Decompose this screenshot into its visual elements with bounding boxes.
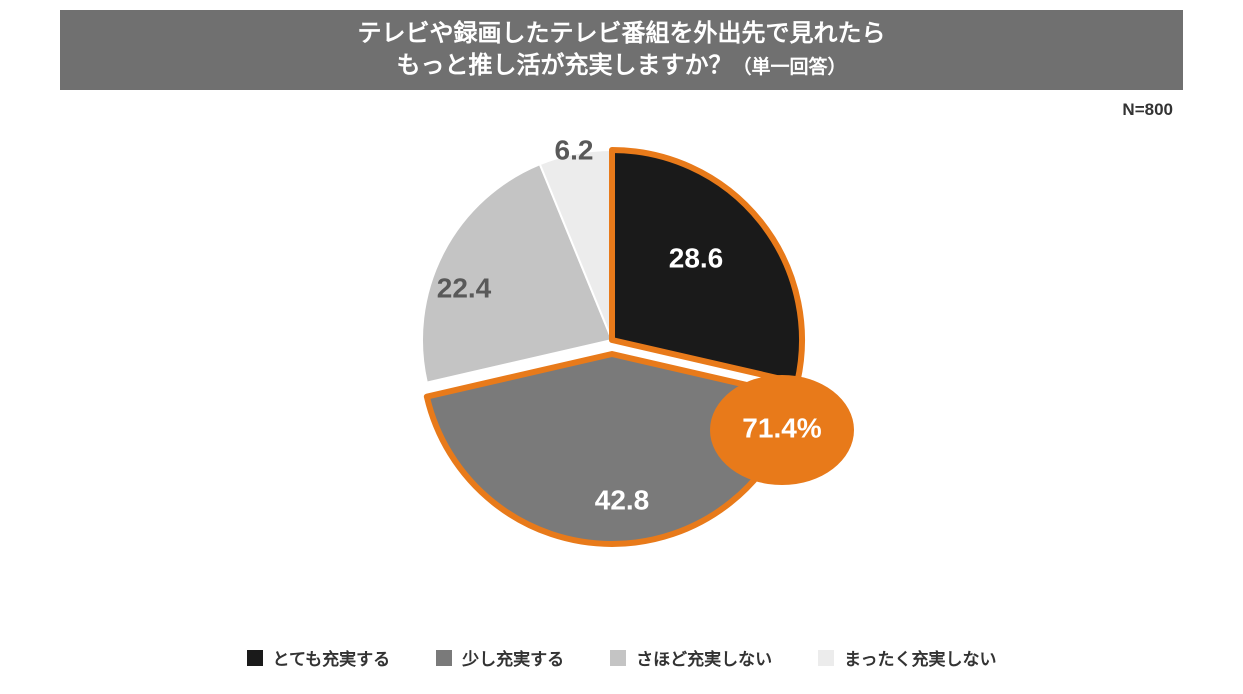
legend-swatch [818, 650, 834, 666]
title-line-2-note: （単一回答） [732, 57, 846, 78]
title-line-2: もっと推し活が充実しますか？（単一回答） [396, 50, 846, 82]
legend-item: さほど充実しない [610, 645, 772, 670]
title-line-2-main: もっと推し活が充実しますか？ [396, 52, 732, 79]
callout-value: 71.4% [742, 412, 821, 443]
slice-value-label: 42.8 [594, 484, 649, 515]
legend-label: まったく充実しない [844, 645, 996, 670]
legend-item: まったく充実しない [818, 645, 996, 670]
slice-value-label: 6.2 [554, 134, 593, 165]
chart-title-bar: テレビや録画したテレビ番組を外出先で見れたら もっと推し活が充実しますか？（単一… [60, 10, 1183, 90]
title-line-1: テレビや録画したテレビ番組を外出先で見れたら [358, 18, 886, 50]
legend-swatch [436, 650, 452, 666]
legend-item: 少し充実する [436, 645, 564, 670]
slice-value-label: 22.4 [436, 272, 491, 303]
legend-label: とても充実する [273, 645, 391, 670]
legend: とても充実する 少し充実する さほど充実しない まったく充実しない [0, 645, 1243, 670]
legend-label: さほど充実しない [636, 645, 772, 670]
legend-swatch [610, 650, 626, 666]
slice-value-label: 28.6 [668, 242, 723, 273]
legend-item: とても充実する [247, 645, 391, 670]
legend-swatch [247, 650, 263, 666]
pie-chart: 71.4% 28.6 42.8 22.4 6.2 [0, 110, 1243, 590]
legend-label: 少し充実する [462, 645, 564, 670]
